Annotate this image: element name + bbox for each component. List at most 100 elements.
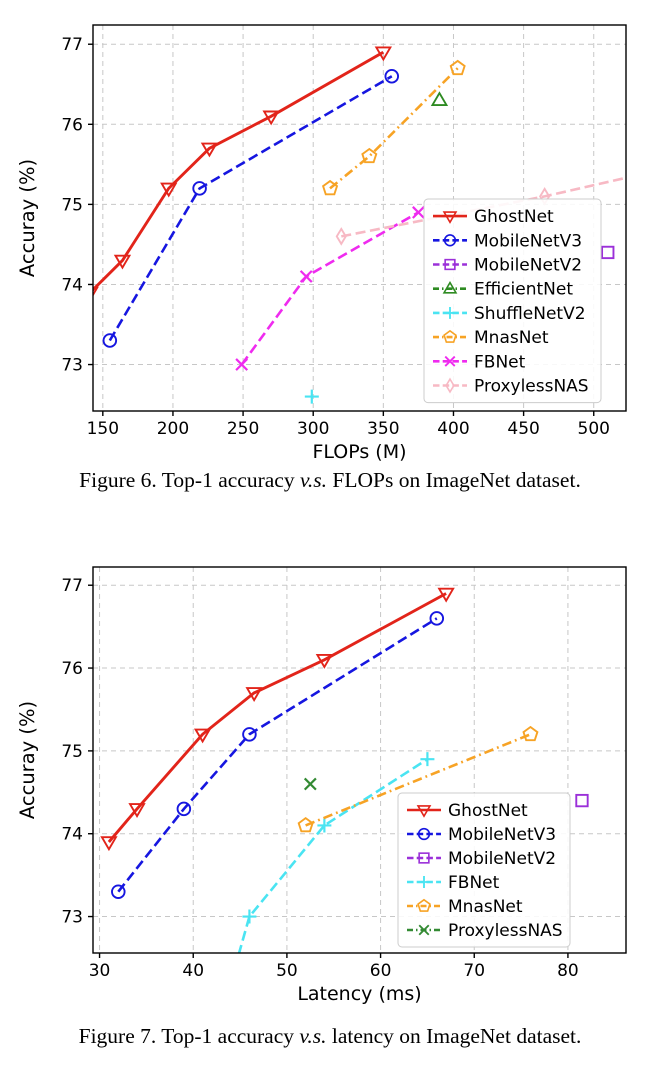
legend: GhostNet MobileNetV3 MobileNetV2 EfficientN… — [423, 198, 602, 404]
plus-marker — [418, 876, 430, 888]
x-tick-label: 400 — [437, 419, 469, 439]
legend-label: GhostNet — [448, 801, 528, 821]
legend-entry-shufflenetv2: ShuffleNetV2 — [433, 304, 586, 324]
legend-box — [423, 198, 602, 404]
figure6-chart: 150 200 250 300 350 400 450 500 73 74 75 76 77 FLOPs … — [16, 24, 627, 462]
axis-ticks — [88, 43, 595, 416]
x-tick-label: 500 — [578, 419, 610, 439]
circle-marker — [242, 727, 257, 742]
y-axis-label: Accuray (%) — [16, 701, 39, 819]
y-axis-label: Accuray (%) — [16, 159, 39, 277]
series-mobilenetv2 — [575, 793, 589, 808]
y-tick-labels: 73 74 75 76 77 — [61, 576, 83, 927]
legend: GhostNet MobileNetV3 MobileNetV2 FBNet MnasN… — [397, 792, 571, 948]
figure7-caption: Figure 7. Top-1 accuracy v.s. latency on… — [0, 1024, 660, 1049]
plus-marker — [317, 818, 332, 833]
square-marker — [418, 852, 430, 864]
pentagon-marker — [417, 898, 431, 912]
square-marker — [444, 258, 456, 271]
caption7-vs: v.s. — [299, 1024, 327, 1048]
square-marker — [575, 793, 589, 808]
y-tick-label: 77 — [61, 576, 83, 596]
series-efficientnet — [430, 91, 449, 107]
triangle-down-marker — [113, 254, 132, 270]
legend-entry-ghostnet: GhostNet — [407, 801, 528, 821]
circle-marker — [176, 801, 192, 817]
x-tick-label: 350 — [367, 419, 399, 439]
plot-frame — [92, 24, 627, 412]
y-tick-label: 76 — [61, 659, 83, 679]
circle-marker — [102, 333, 118, 348]
thin-diamond-marker — [445, 377, 455, 394]
legend-label: MnasNet — [448, 897, 523, 917]
legend-label: MobileNetV3 — [448, 825, 556, 845]
y-tick-label: 76 — [61, 115, 83, 135]
triangle-up-marker — [442, 280, 458, 294]
plus-marker — [304, 389, 319, 404]
triangle-down-marker — [315, 654, 334, 669]
caption6-tail: FLOPs on ImageNet dataset. — [332, 468, 581, 492]
triangle-down-marker — [193, 728, 212, 744]
legend-entry-proxylessnas: ProxylessNAS — [433, 377, 589, 397]
series-mobilenetv2 — [601, 245, 615, 260]
circle-marker — [417, 827, 431, 841]
plot-frame — [92, 566, 627, 954]
y-tick-label: 74 — [61, 825, 83, 845]
triangle-down-marker — [416, 805, 432, 818]
caption6-vs: v.s. — [299, 468, 328, 492]
circle-marker — [443, 234, 457, 247]
circle-marker — [111, 884, 126, 899]
x-tick-labels: 30 40 50 60 70 80 — [89, 961, 579, 981]
x-tick-label: 60 — [370, 961, 392, 981]
legend-entry-fbnet: FBNet — [433, 352, 526, 372]
x-tick-label: 80 — [557, 961, 579, 981]
x-marker — [444, 355, 456, 367]
triangle-down-marker — [245, 687, 263, 702]
legend-label: ProxylessNAS — [448, 921, 563, 941]
y-tick-labels: 73 74 75 76 77 — [61, 35, 83, 375]
caption7-text: Figure 7. Top-1 accuracy — [78, 1024, 295, 1048]
series-fbnet — [237, 752, 435, 953]
legend-label: MobileNetV2 — [448, 849, 556, 869]
series-mnasnet — [297, 725, 539, 833]
y-tick-label: 73 — [61, 908, 83, 928]
legend-box — [397, 792, 571, 948]
legend-entry-fbnet: FBNet — [407, 873, 500, 893]
legend-label: MobileNetV3 — [474, 231, 582, 251]
x-tick-label: 50 — [276, 961, 298, 981]
circle-marker — [192, 181, 207, 196]
triangle-down-marker — [200, 142, 219, 158]
pentagon-marker — [321, 179, 339, 196]
series-shufflenetv2 — [304, 389, 319, 404]
x-tick-label: 300 — [297, 419, 329, 439]
caption7-tail: latency on ImageNet dataset. — [331, 1024, 582, 1048]
triangle-down-marker — [437, 587, 455, 603]
square-marker — [601, 245, 615, 260]
pentagon-marker — [522, 725, 539, 742]
triangle-down-marker — [93, 286, 99, 297]
y-tick-label: 74 — [61, 275, 83, 295]
y-tick-label: 75 — [61, 195, 83, 215]
legend-label: MnasNet — [474, 328, 549, 348]
plot-area — [100, 587, 589, 953]
x-axis-label: FLOPs (M) — [312, 441, 406, 462]
triangle-down-marker — [442, 211, 458, 224]
legend-entry-proxylessnas: ProxylessNAS — [407, 921, 563, 941]
series-mnasnet — [321, 59, 466, 196]
x-marker — [303, 777, 317, 791]
x-marker — [418, 924, 430, 936]
series-mobilenetv3 — [102, 69, 400, 348]
legend-entry-mnasnet: MnasNet — [407, 897, 523, 917]
triangle-up-marker — [430, 91, 449, 107]
y-tick-label: 77 — [61, 35, 83, 55]
legend-entry-efficientnet: EfficientNet — [433, 280, 573, 300]
x-marker — [235, 358, 249, 371]
x-tick-label: 250 — [227, 419, 259, 439]
series-mobilenetv3 — [111, 611, 445, 899]
legend-entry-mobilenetv2: MobileNetV2 — [407, 849, 556, 869]
triangle-down-marker — [374, 46, 392, 62]
legend-label: FBNet — [474, 352, 526, 372]
x-tick-label: 200 — [157, 419, 189, 439]
legend-entry-mobilenetv2: MobileNetV2 — [433, 256, 582, 276]
